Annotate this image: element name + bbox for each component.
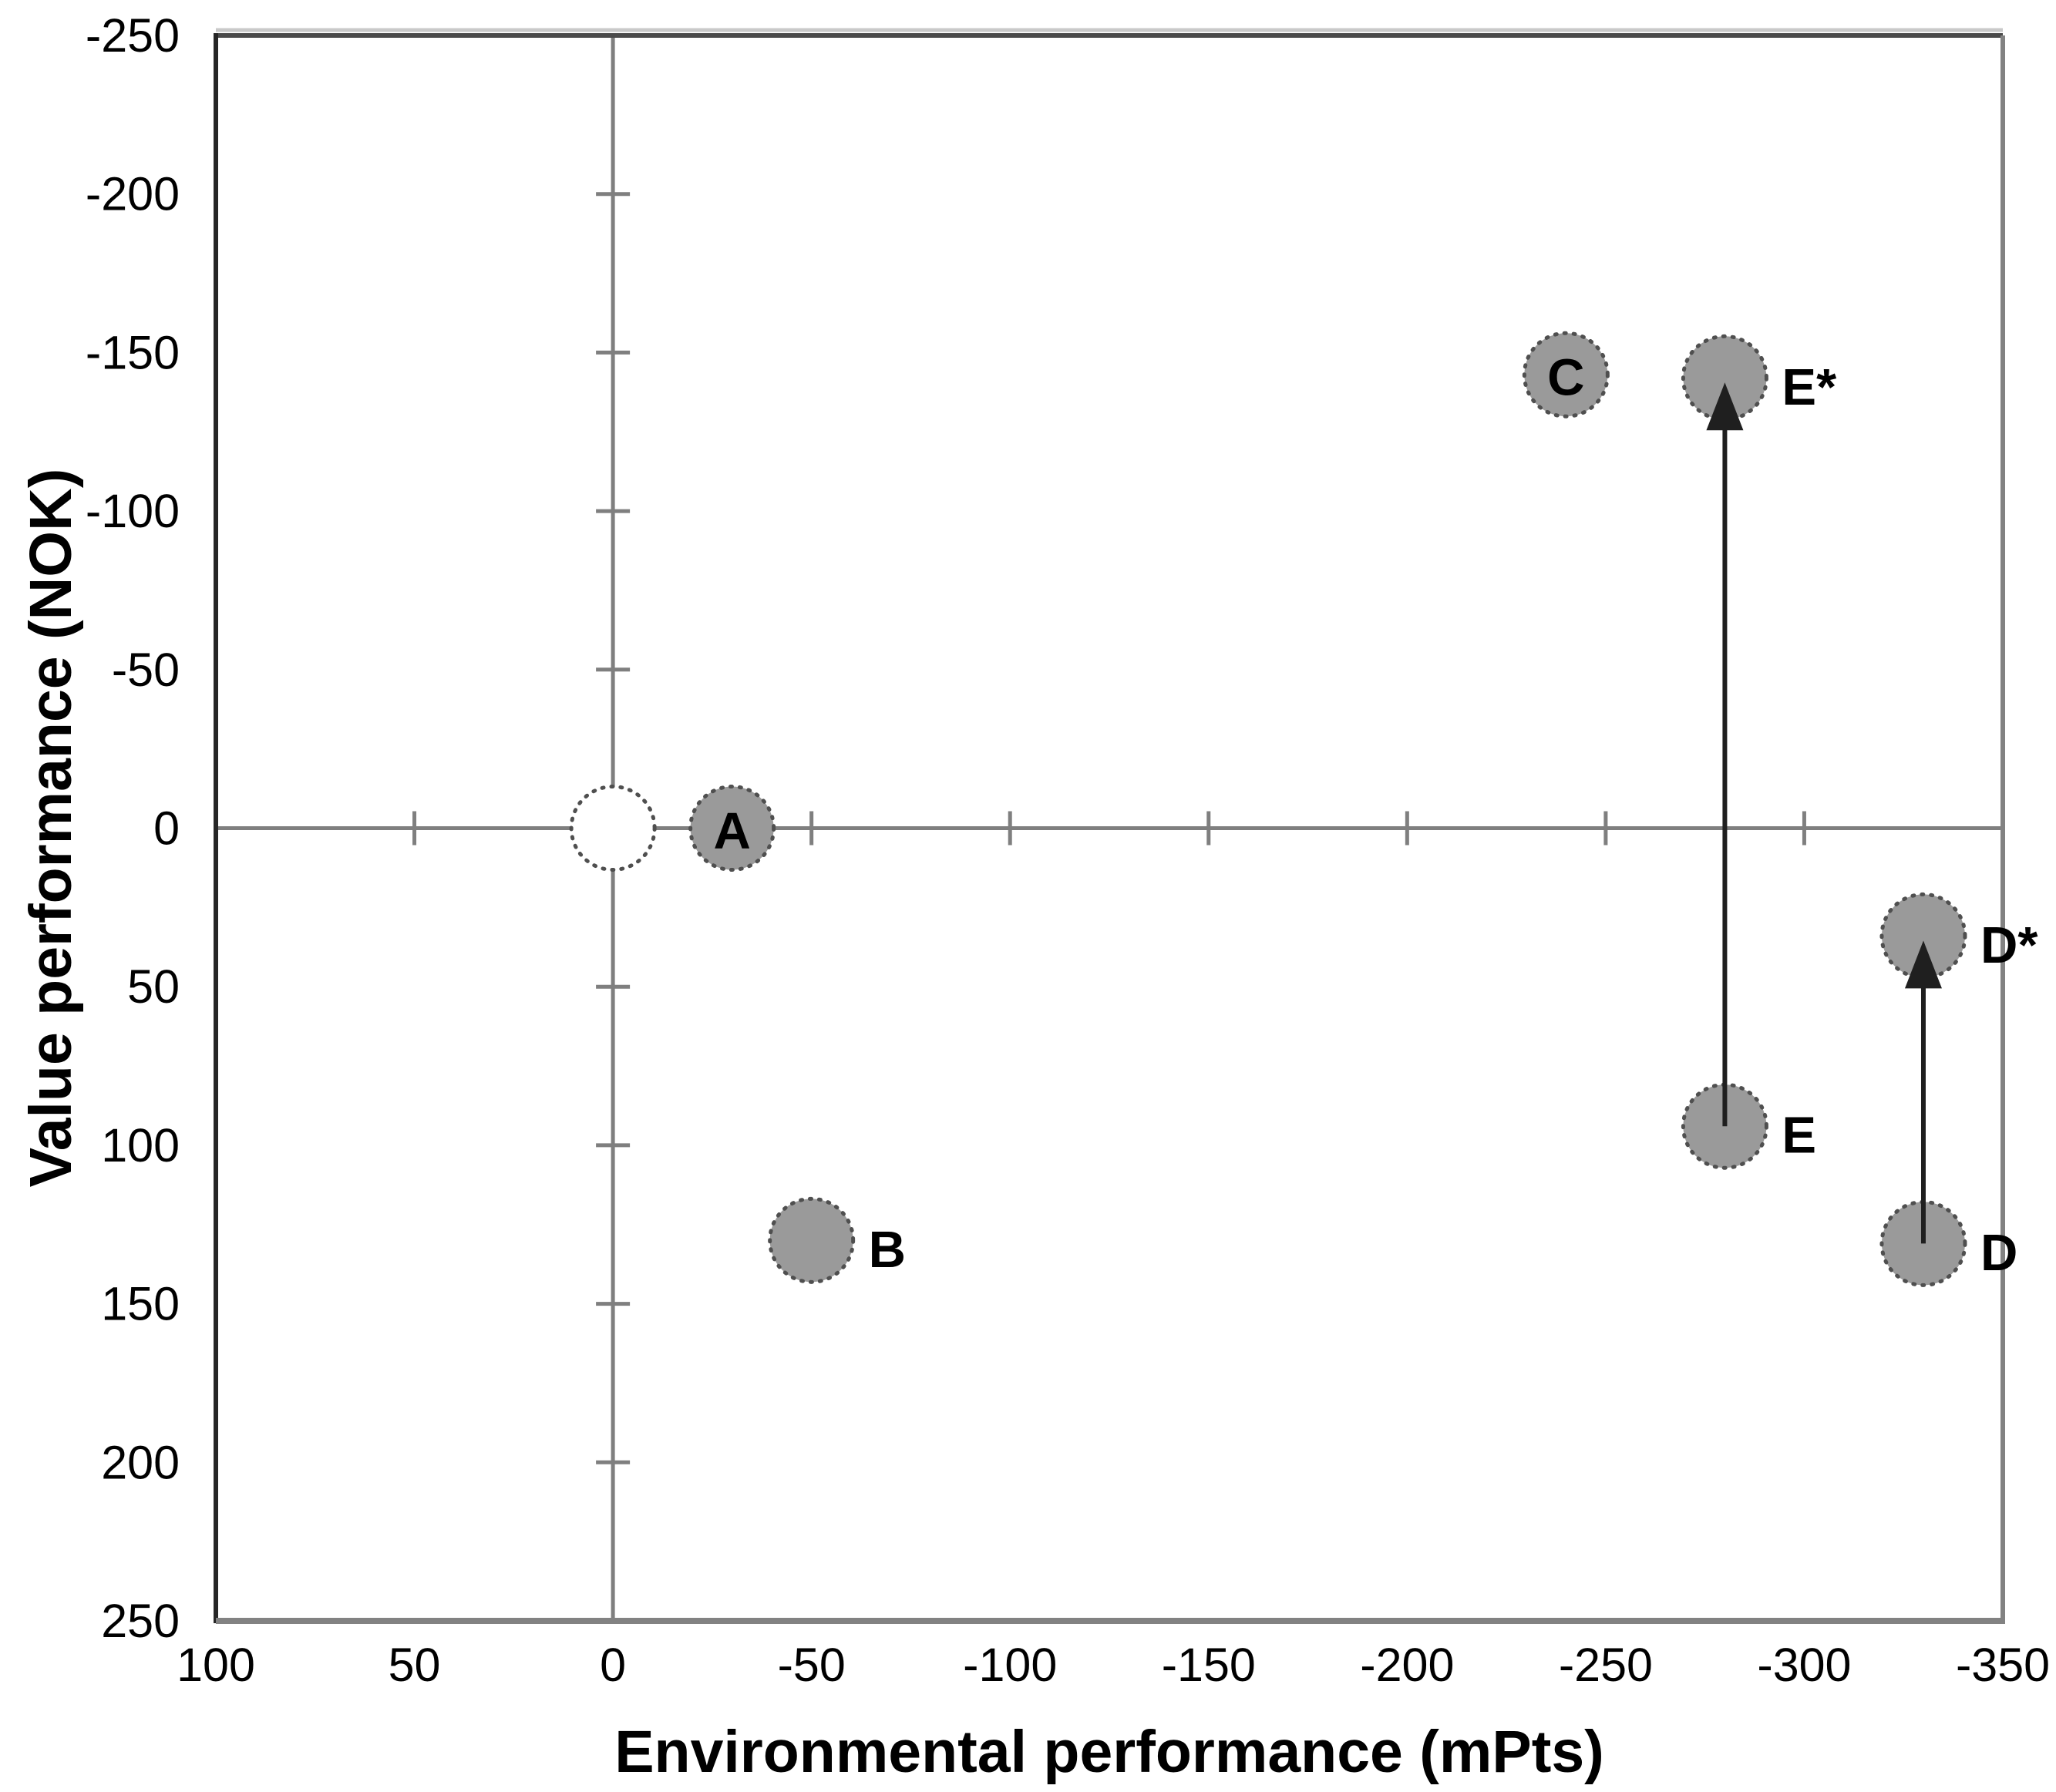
point-label-E-star: E* (1782, 358, 1837, 416)
point-label-E: E (1782, 1107, 1816, 1165)
y-tick-label--250: -250 (86, 9, 180, 62)
data-point-C (1522, 331, 1610, 419)
y-tick-label-150: 150 (101, 1278, 180, 1330)
x-tick-label-100: 100 (177, 1639, 255, 1691)
y-tick-label-250: 250 (101, 1595, 180, 1647)
x-tick-label--300: -300 (1757, 1639, 1851, 1691)
x-tick-label--100: -100 (963, 1639, 1057, 1691)
x-tick-label-0: 0 (600, 1639, 626, 1691)
data-point-B (768, 1196, 856, 1284)
y-tick-label-0: 0 (153, 802, 180, 855)
x-tick-label--50: -50 (778, 1639, 846, 1691)
point-label-B: B (869, 1221, 906, 1279)
data-point-A (688, 785, 776, 872)
point-label-A: A (713, 802, 750, 860)
y-tick-label--100: -100 (86, 485, 180, 537)
y-tick-label-100: 100 (101, 1119, 180, 1172)
point-label-C: C (1547, 349, 1584, 407)
y-tick-label--150: -150 (86, 326, 180, 378)
arrow-head-D-to-D-star (1904, 940, 1942, 989)
x-tick-label--350: -350 (1956, 1639, 2050, 1691)
origin-reference-point (569, 785, 657, 872)
x-tick-label--250: -250 (1559, 1639, 1653, 1691)
x-axis-title: Environmental performance (mPts) (614, 1719, 1604, 1785)
chart-plot-area: A B C D D* E E* 100 50 0 -50 -100 -150 -200 -250 -300 -3… (86, 9, 2050, 1691)
y-tick-label--50: -50 (112, 644, 180, 696)
y-tick-label-50: 50 (127, 960, 180, 1013)
y-tick-label--200: -200 (86, 168, 180, 220)
y-axis-title: Value performance (NOK) (18, 469, 84, 1188)
x-tick-label-50: 50 (389, 1639, 441, 1691)
x-tick-label--150: -150 (1162, 1639, 1256, 1691)
point-label-D-star: D* (1980, 916, 2038, 974)
arrow-head-E-to-E-star (1706, 382, 1744, 431)
point-label-D: D (1980, 1224, 2017, 1282)
x-tick-label--200: -200 (1360, 1639, 1454, 1691)
y-tick-label-200: 200 (101, 1436, 180, 1488)
